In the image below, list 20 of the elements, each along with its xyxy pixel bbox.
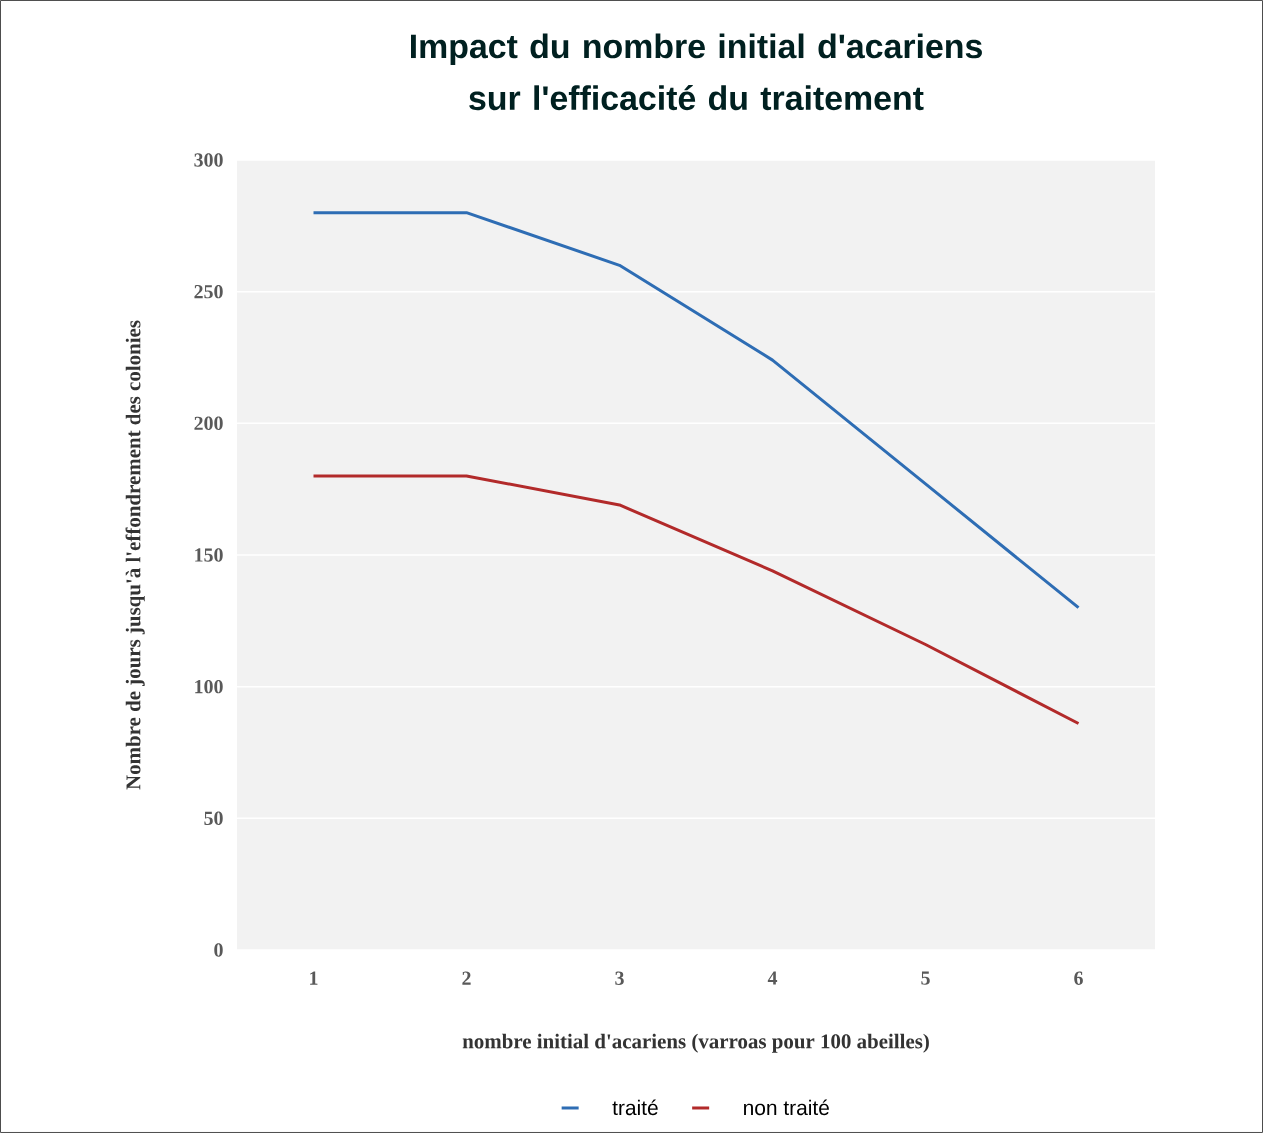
y-tick-label: 150 — [195, 548, 223, 562]
y-tick-label: 250 — [194, 284, 223, 299]
y-tick-label: 300 — [194, 153, 223, 167]
y-axis-title: Nombre de jours jusqu'à l'effondrement des colonies — [125, 320, 145, 790]
x-tick-label: 1 — [310, 971, 318, 985]
x-tick-label: 4 — [767, 971, 778, 985]
x-tick-label: 5 — [921, 971, 930, 985]
chart-title: Impact du nombre initial d'acariens sur l'efficacité du traitement — [410, 33, 982, 111]
x-tick-label: 6 — [1074, 971, 1083, 985]
y-tick-label: 50 — [204, 811, 223, 826]
x-tick-label: 3 — [615, 971, 624, 985]
legend-label: traité — [612, 1099, 658, 1116]
y-tick-label: 0 — [214, 943, 223, 957]
line-series — [312, 211, 1081, 610]
line-series — [312, 474, 1081, 726]
x-tick-label: 2 — [462, 971, 471, 985]
y-tick-label: 200 — [194, 416, 223, 431]
legend-label: non traité — [744, 1099, 829, 1116]
y-tick-label: 100 — [195, 679, 223, 694]
x-axis-title: nombre initial d'acariens (varroas pour 100 abeilles) — [462, 1033, 929, 1053]
